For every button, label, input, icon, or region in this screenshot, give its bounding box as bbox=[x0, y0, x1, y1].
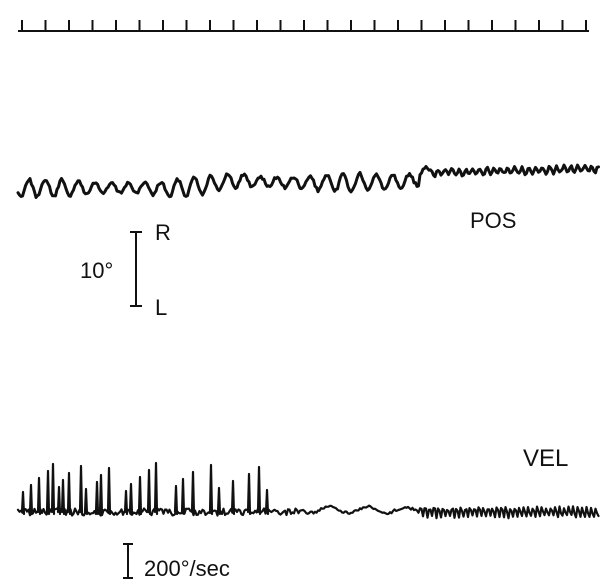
velocity-scale-bar: 200°/sec bbox=[123, 543, 230, 581]
position-scale-bar: 10° R L bbox=[80, 220, 171, 320]
direction-label-left: L bbox=[155, 295, 167, 320]
timing-ticks bbox=[21, 20, 587, 31]
position-trace-label: POS bbox=[470, 208, 516, 233]
position-trace bbox=[16, 163, 600, 199]
velocity-trace bbox=[16, 461, 600, 520]
position-scale-label: 10° bbox=[80, 258, 113, 283]
direction-label-right: R bbox=[155, 220, 171, 245]
velocity-scale-label: 200°/sec bbox=[144, 556, 230, 581]
velocity-trace-label: VEL bbox=[523, 445, 568, 472]
timing-marker-track bbox=[18, 20, 589, 32]
